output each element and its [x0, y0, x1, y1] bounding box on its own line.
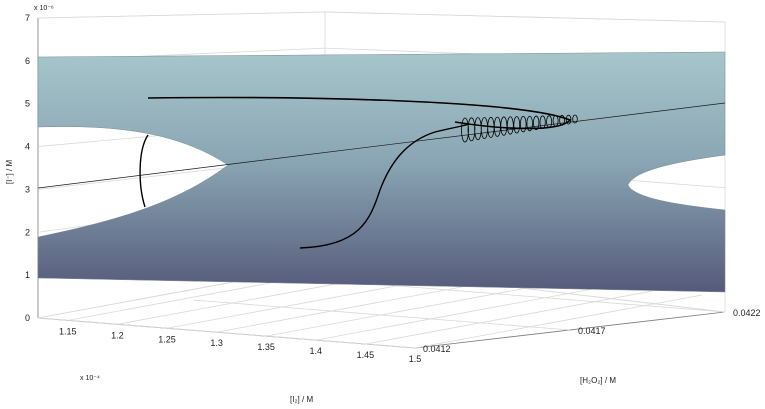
z-tick-label: 4 [25, 142, 30, 152]
trajectory-upper [147, 96, 572, 130]
y-tick-labels: 0.0412 0.0417 0.0422 [423, 308, 761, 354]
x-tick-label: 1.15 [59, 326, 77, 336]
intersection-line [37, 102, 726, 189]
y-tick-label: 0.0422 [733, 308, 761, 318]
x-tick-label: 1.5 [409, 354, 422, 364]
x-tick-label: 1.2 [111, 330, 124, 340]
left-boundary-curve [139, 134, 149, 208]
z-tick-label: 0 [25, 313, 30, 323]
x-tick-label: 1.4 [310, 346, 323, 356]
z-tick-labels: 0 1 2 3 4 5 6 7 [25, 13, 30, 323]
y-axis-label: [H₂O₂] / M [580, 376, 616, 385]
floor-gridlines [37, 266, 726, 349]
y-gridline [192, 299, 571, 331]
x-tick-labels: 1.15 1.2 1.25 1.3 1.35 1.4 1.45 1.5 [59, 326, 421, 364]
x-axis-label: [I₂] / M [290, 395, 313, 404]
z-tick-label: 5 [25, 99, 30, 109]
x-tick-label: 1.3 [210, 338, 223, 348]
trajectory-lower [299, 123, 471, 249]
x-gridline [365, 290, 653, 345]
x-gridline [216, 278, 504, 333]
z-tick-label: 6 [25, 56, 30, 66]
z-tick-label: 7 [25, 13, 30, 23]
z-axis-exponent: x 10⁻⁶ [34, 5, 54, 12]
surface [37, 51, 726, 293]
x-tick-label: 1.35 [257, 342, 275, 352]
z-gridline [37, 11, 726, 23]
x-gridline [266, 282, 554, 337]
x-gridline [414, 294, 703, 349]
y-tick-label: 0.0417 [578, 326, 606, 336]
z-axis-label: [I⁻] / M [5, 160, 14, 185]
z-tick-label: 2 [25, 227, 30, 237]
z-tick-label: 1 [25, 270, 30, 280]
x-tick-label: 1.25 [158, 334, 176, 344]
trajectory-spiral [461, 114, 578, 143]
z-tick-label: 3 [25, 184, 30, 194]
y-gridline [37, 317, 416, 349]
y-gridline [347, 281, 726, 313]
x-gridline [315, 286, 603, 341]
y-tick-label: 0.0412 [423, 344, 451, 354]
x-axis-exponent: x 10⁻⁴ [80, 375, 100, 382]
x-tick-label: 1.45 [357, 350, 375, 360]
